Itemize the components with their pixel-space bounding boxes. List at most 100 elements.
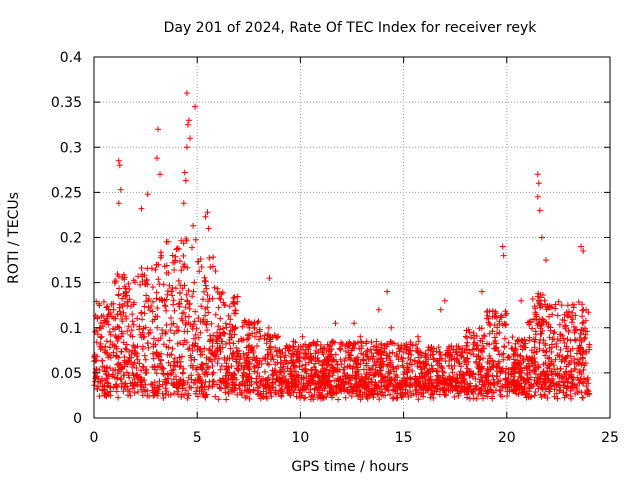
data-point: [508, 345, 515, 352]
data-point: [357, 338, 364, 345]
data-point: [192, 308, 199, 315]
data-point: [245, 343, 252, 350]
data-point: [523, 364, 530, 371]
data-point: [431, 388, 438, 394]
data-point: [166, 282, 173, 289]
data-point: [349, 372, 356, 379]
data-point: [375, 371, 382, 378]
data-point: [567, 337, 574, 344]
data-point: [176, 289, 183, 296]
data-point: [203, 360, 210, 367]
data-point: [314, 387, 321, 394]
data-point: [315, 373, 322, 380]
data-point: [528, 347, 535, 354]
data-point: [179, 285, 186, 292]
data-point: [227, 321, 233, 328]
data-point: [201, 370, 208, 377]
data-point: [305, 389, 312, 396]
data-point: [512, 381, 519, 388]
data-point: [197, 318, 204, 325]
data-point: [499, 393, 505, 400]
data-point: [423, 354, 430, 361]
data-point: [252, 333, 258, 340]
data-point: [172, 253, 179, 260]
data-point: [164, 351, 171, 358]
data-point: [332, 385, 339, 391]
data-point: [219, 289, 226, 296]
data-point: [176, 258, 183, 265]
data-point: [294, 374, 301, 381]
data-point: [293, 354, 300, 360]
data-point: [273, 348, 280, 355]
data-point: [378, 355, 385, 362]
data-point: [552, 301, 559, 308]
data-point: [424, 369, 431, 376]
data-point: [104, 315, 111, 322]
data-point: [360, 356, 366, 363]
data-point: [131, 389, 138, 396]
data-point: [175, 391, 182, 398]
data-point: [413, 379, 420, 386]
data-point: [314, 394, 321, 401]
data-point: [454, 355, 461, 362]
data-point: [367, 346, 374, 353]
data-point: [300, 354, 307, 361]
data-point: [535, 385, 542, 392]
data-point: [519, 389, 525, 396]
data-point: [473, 360, 480, 366]
data-point: [219, 338, 226, 345]
data-point: [512, 351, 519, 358]
data-point: [148, 303, 155, 310]
data-point: [263, 390, 270, 397]
data-point: [232, 325, 239, 332]
data-point: [580, 248, 587, 254]
data-point: [124, 383, 131, 390]
data-point: [341, 358, 348, 364]
data-point: [211, 356, 218, 363]
data-point: [486, 330, 493, 337]
data-point: [188, 354, 195, 361]
data-point: [182, 177, 189, 184]
data-point: [520, 377, 527, 384]
data-point: [572, 327, 579, 334]
data-point: [125, 387, 131, 393]
data-point: [141, 333, 148, 340]
data-point: [518, 297, 525, 304]
data-point: [135, 375, 142, 382]
data-point: [272, 378, 279, 385]
data-point: [140, 325, 147, 332]
data-point: [556, 321, 563, 328]
data-point: [155, 126, 161, 133]
data-point: [138, 309, 145, 316]
data-point: [466, 369, 472, 375]
data-point: [426, 376, 433, 383]
data-point: [571, 336, 578, 343]
data-point: [367, 388, 374, 395]
data-point: [186, 300, 193, 307]
data-point: [525, 393, 532, 400]
data-point: [186, 305, 193, 312]
data-point: [171, 382, 178, 389]
data-point: [558, 375, 565, 382]
data-point: [579, 307, 586, 314]
data-point: [165, 344, 172, 351]
data-point: [370, 362, 377, 369]
data-point: [302, 361, 309, 368]
data-point: [509, 334, 516, 341]
data-point: [517, 343, 524, 350]
data-point: [504, 354, 511, 361]
data-point: [314, 338, 321, 345]
data-point: [532, 311, 539, 318]
data-point: [178, 296, 185, 303]
data-point: [220, 329, 227, 336]
data-point: [157, 360, 163, 367]
data-point: [203, 285, 210, 292]
data-point: [119, 295, 126, 302]
data-point: [289, 376, 296, 383]
data-point: [253, 380, 260, 386]
data-point: [233, 376, 240, 383]
data-point: [126, 348, 133, 355]
data-point: [415, 338, 422, 345]
data-point: [107, 392, 114, 399]
data-point: [163, 388, 170, 395]
